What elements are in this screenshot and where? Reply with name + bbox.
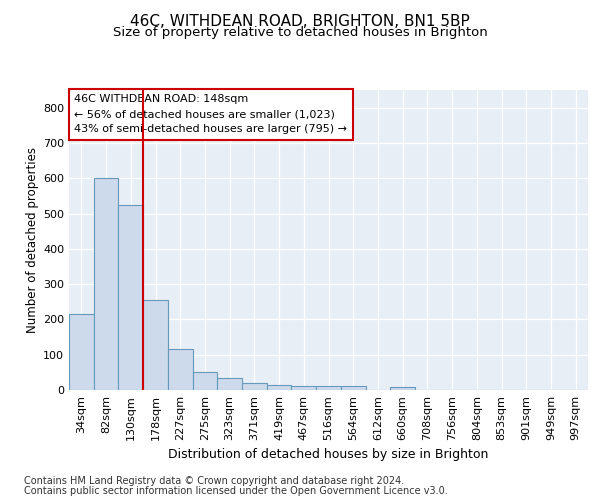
Bar <box>217 378 242 390</box>
Bar <box>292 386 316 390</box>
Text: Contains HM Land Registry data © Crown copyright and database right 2024.: Contains HM Land Registry data © Crown c… <box>24 476 404 486</box>
Bar <box>168 348 193 390</box>
Bar <box>94 178 118 390</box>
Bar <box>316 386 341 390</box>
Text: Size of property relative to detached houses in Brighton: Size of property relative to detached ho… <box>113 26 487 39</box>
Bar <box>390 387 415 390</box>
Bar <box>69 314 94 390</box>
Y-axis label: Number of detached properties: Number of detached properties <box>26 147 39 333</box>
Text: 46C, WITHDEAN ROAD, BRIGHTON, BN1 5BP: 46C, WITHDEAN ROAD, BRIGHTON, BN1 5BP <box>130 14 470 29</box>
Text: 46C WITHDEAN ROAD: 148sqm
← 56% of detached houses are smaller (1,023)
43% of se: 46C WITHDEAN ROAD: 148sqm ← 56% of detac… <box>74 94 347 134</box>
Bar <box>193 372 217 390</box>
Bar <box>267 384 292 390</box>
Bar <box>341 386 365 390</box>
Text: Contains public sector information licensed under the Open Government Licence v3: Contains public sector information licen… <box>24 486 448 496</box>
X-axis label: Distribution of detached houses by size in Brighton: Distribution of detached houses by size … <box>169 448 488 462</box>
Bar <box>143 300 168 390</box>
Bar <box>242 383 267 390</box>
Bar <box>118 204 143 390</box>
